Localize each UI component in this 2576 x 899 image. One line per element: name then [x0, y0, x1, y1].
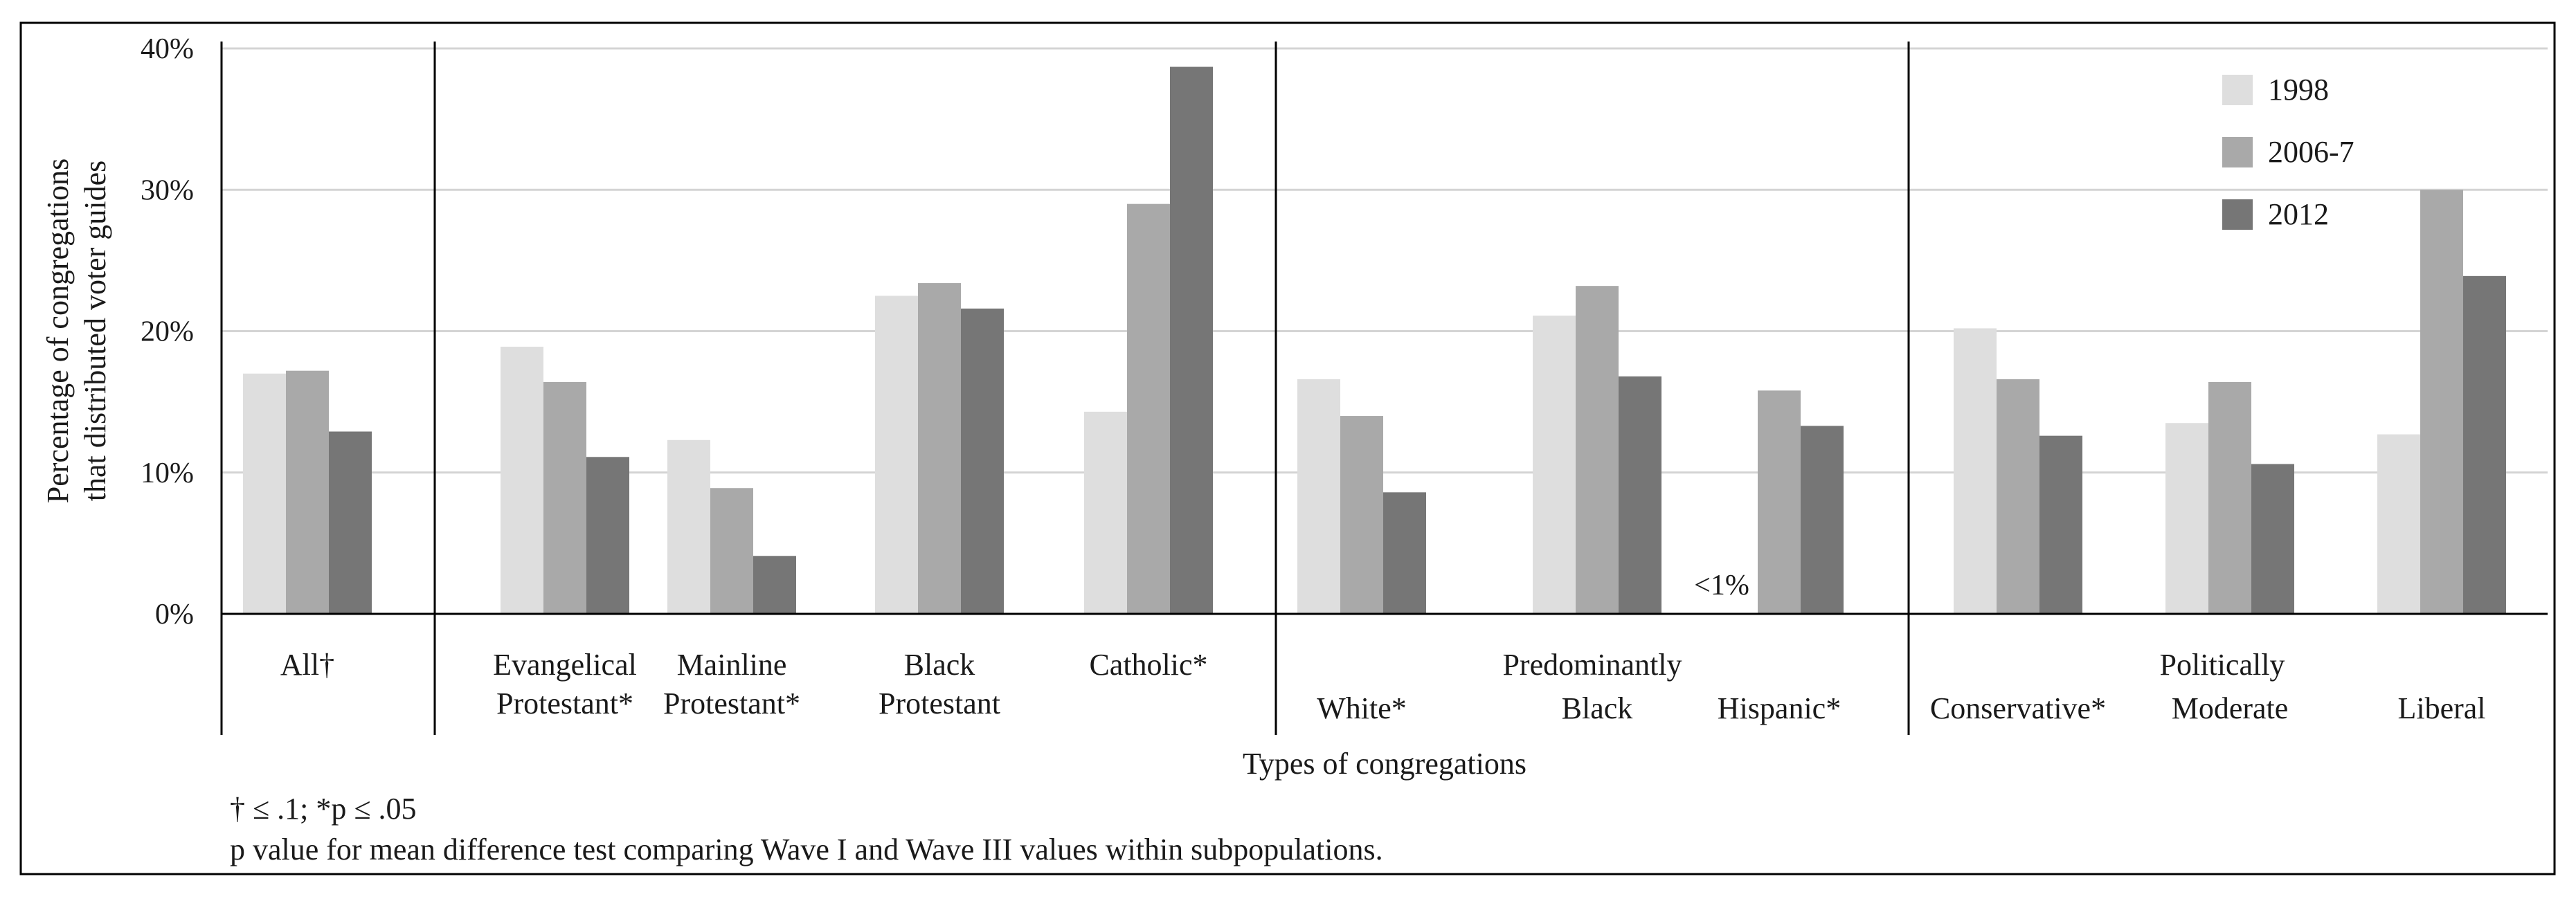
- bar: [1340, 416, 1383, 614]
- bar: [961, 308, 1004, 614]
- group-separators: [220, 42, 1910, 735]
- category-label: Evangelical: [493, 648, 637, 682]
- labels: 0% 10% 20% 30% 40% <1% All† Evangelical Protesta…: [41, 33, 2486, 866]
- category-label: Conservative*: [1930, 691, 2106, 725]
- bar: [2039, 435, 2082, 614]
- y-axis-title: Percentage of congregations that distribu…: [41, 158, 112, 503]
- bar: [2463, 275, 2506, 614]
- y-tick-label: 30%: [141, 174, 194, 206]
- category-label: Protestant: [879, 687, 1000, 720]
- x-axis-title: Types of congregations: [1243, 747, 1526, 781]
- category-label: Catholic*: [1089, 648, 1207, 682]
- category-label: Protestant*: [496, 687, 633, 720]
- legend-label: 2012: [2268, 197, 2329, 231]
- chart-frame: [19, 21, 2556, 875]
- group-label: Predominantly: [1502, 648, 1682, 682]
- bar: [1297, 379, 1340, 614]
- legend-swatch: [2222, 137, 2253, 167]
- legend-label: 2006-7: [2268, 135, 2354, 169]
- bar: [1619, 376, 1661, 614]
- bar: [586, 457, 629, 614]
- bar: [1576, 286, 1619, 614]
- bar: [1801, 426, 1844, 614]
- bar: [1997, 379, 2039, 614]
- bar: [2208, 382, 2251, 614]
- legend-swatch: [2222, 75, 2253, 105]
- bar: [1084, 411, 1127, 614]
- bar: [501, 346, 543, 614]
- category-label: White*: [1317, 691, 1407, 725]
- footnote-pvalue: p value for mean difference test compari…: [230, 833, 1383, 866]
- bar: [875, 296, 918, 614]
- annotation-label: <1%: [1694, 570, 1749, 601]
- bar: [1758, 390, 1801, 614]
- y-tick-label: 10%: [141, 457, 194, 489]
- category-label: Hispanic*: [1718, 691, 1841, 725]
- bar: [1383, 492, 1426, 614]
- bar: [918, 283, 961, 614]
- bars: [243, 66, 2506, 615]
- bar: [243, 373, 286, 614]
- category-label: Mainline: [677, 648, 787, 682]
- y-axis-title-line: that distributed voter guides: [78, 161, 112, 501]
- y-tick-label: 0%: [155, 599, 194, 630]
- y-tick-label: 20%: [141, 316, 194, 348]
- bar: [753, 556, 796, 614]
- category-label: Moderate: [2172, 691, 2289, 725]
- bar: [286, 370, 329, 614]
- bar: [2165, 423, 2208, 614]
- bar: [2251, 464, 2294, 614]
- bar: [543, 382, 586, 614]
- bar: [1954, 328, 1997, 614]
- legend-label: 1998: [2268, 73, 2329, 107]
- group-label: Politically: [2160, 648, 2285, 682]
- footnote-significance: † ≤ .1; *p ≤ .05: [230, 792, 417, 826]
- bar: [329, 431, 372, 614]
- bar: [1127, 203, 1170, 614]
- bar: [2420, 190, 2463, 614]
- y-axis-title-line: Percentage of congregations: [41, 158, 75, 503]
- bar: [710, 488, 753, 614]
- category-label: Protestant*: [663, 687, 800, 720]
- category-label: Liberal: [2397, 691, 2485, 725]
- legend: 1998 2006-7 2012: [2222, 73, 2354, 231]
- y-tick-label: 40%: [141, 33, 194, 65]
- category-label: All†: [280, 648, 334, 682]
- category-label: Black: [904, 648, 975, 682]
- bar: [2377, 434, 2420, 614]
- bar: [1170, 66, 1213, 615]
- category-label: Black: [1562, 691, 1633, 725]
- bar: [1533, 316, 1576, 614]
- bar: [667, 439, 710, 614]
- legend-swatch: [2222, 199, 2253, 230]
